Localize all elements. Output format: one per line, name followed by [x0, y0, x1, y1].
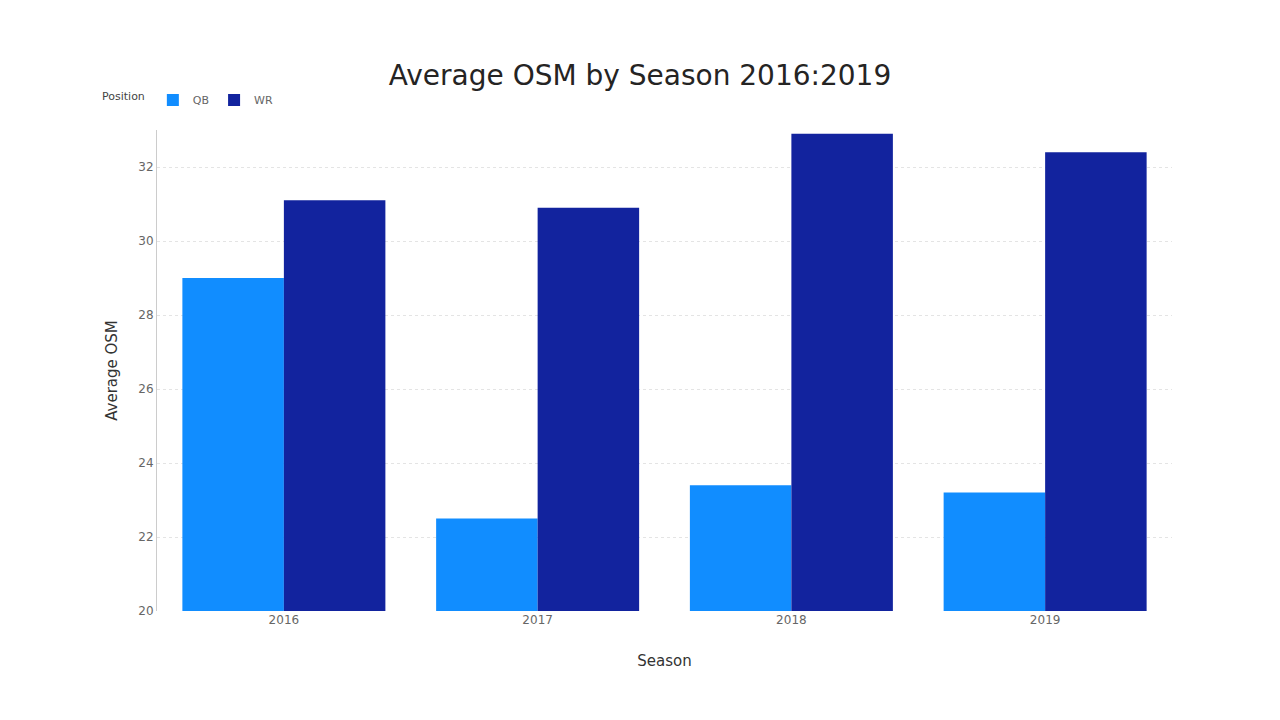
svg-text:22: 22 [138, 530, 153, 544]
svg-text:2017: 2017 [522, 613, 553, 627]
svg-text:WR: WR [254, 94, 273, 107]
svg-text:24: 24 [138, 456, 153, 470]
svg-text:Average OSM by Season 2016:201: Average OSM by Season 2016:2019 [389, 59, 891, 92]
svg-text:Season: Season [637, 652, 691, 670]
svg-text:28: 28 [138, 308, 153, 322]
svg-text:20: 20 [138, 604, 153, 618]
svg-text:2018: 2018 [776, 613, 807, 627]
svg-text:Average OSM: Average OSM [103, 320, 121, 421]
svg-text:30: 30 [138, 234, 153, 248]
svg-text:2016: 2016 [269, 613, 300, 627]
svg-text:32: 32 [138, 160, 153, 174]
svg-text:2019: 2019 [1030, 613, 1061, 627]
svg-text:26: 26 [138, 382, 153, 396]
svg-text:QB: QB [193, 94, 209, 107]
svg-text:Position: Position [102, 90, 145, 103]
